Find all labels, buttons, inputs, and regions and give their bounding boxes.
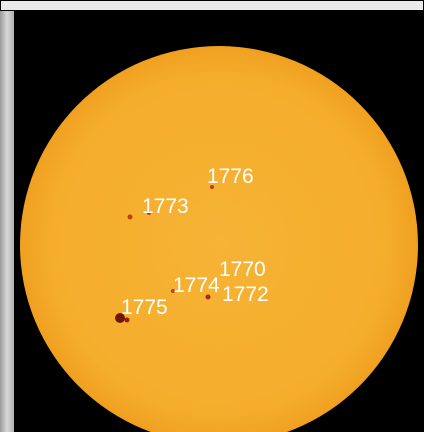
region-label: 1775 xyxy=(121,296,168,319)
sunspot xyxy=(124,317,130,323)
region-label: 1772 xyxy=(222,283,269,306)
sunspot xyxy=(127,214,133,220)
region-label: 1774 xyxy=(173,274,220,297)
sunspot xyxy=(171,289,175,293)
sunspot xyxy=(205,294,211,300)
sunspot xyxy=(115,313,125,323)
sunspot xyxy=(147,211,151,215)
side-frame xyxy=(0,11,14,432)
region-label: 1770 xyxy=(219,258,266,281)
region-label: 1776 xyxy=(207,165,254,188)
sun-disk xyxy=(20,46,418,432)
sunspots xyxy=(115,185,214,323)
sunspot xyxy=(210,185,214,189)
region-label: 1773 xyxy=(142,195,189,218)
